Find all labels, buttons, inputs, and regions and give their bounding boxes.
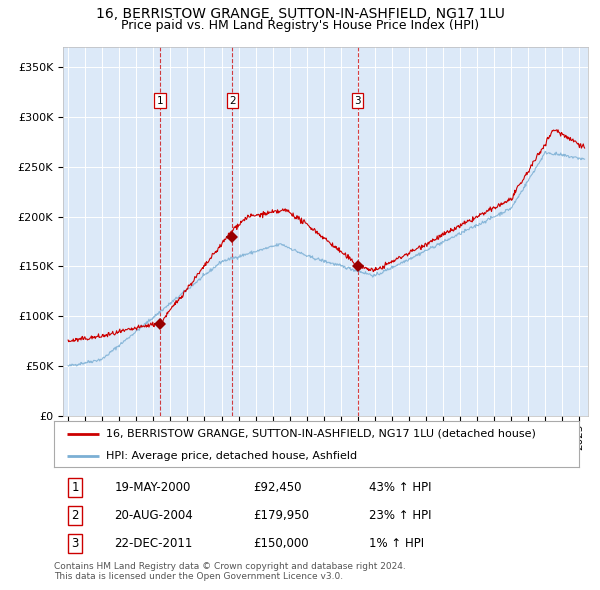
Text: 2: 2 — [71, 509, 79, 522]
Text: 2: 2 — [229, 96, 236, 106]
Text: 20-AUG-2004: 20-AUG-2004 — [115, 509, 193, 522]
Text: 1% ↑ HPI: 1% ↑ HPI — [369, 537, 424, 550]
Text: £92,450: £92,450 — [254, 481, 302, 494]
Text: 43% ↑ HPI: 43% ↑ HPI — [369, 481, 431, 494]
Text: 19-MAY-2000: 19-MAY-2000 — [115, 481, 191, 494]
Text: 23% ↑ HPI: 23% ↑ HPI — [369, 509, 431, 522]
Text: 1: 1 — [157, 96, 163, 106]
Text: 16, BERRISTOW GRANGE, SUTTON-IN-ASHFIELD, NG17 1LU: 16, BERRISTOW GRANGE, SUTTON-IN-ASHFIELD… — [95, 7, 505, 21]
Text: £150,000: £150,000 — [254, 537, 309, 550]
Text: 3: 3 — [354, 96, 361, 106]
Text: 1: 1 — [71, 481, 79, 494]
Text: Price paid vs. HM Land Registry's House Price Index (HPI): Price paid vs. HM Land Registry's House … — [121, 19, 479, 32]
Text: £179,950: £179,950 — [254, 509, 310, 522]
Text: 3: 3 — [71, 537, 79, 550]
Text: HPI: Average price, detached house, Ashfield: HPI: Average price, detached house, Ashf… — [107, 451, 358, 461]
Text: Contains HM Land Registry data © Crown copyright and database right 2024.
This d: Contains HM Land Registry data © Crown c… — [54, 562, 406, 581]
Text: 22-DEC-2011: 22-DEC-2011 — [115, 537, 193, 550]
Text: 16, BERRISTOW GRANGE, SUTTON-IN-ASHFIELD, NG17 1LU (detached house): 16, BERRISTOW GRANGE, SUTTON-IN-ASHFIELD… — [107, 429, 536, 439]
